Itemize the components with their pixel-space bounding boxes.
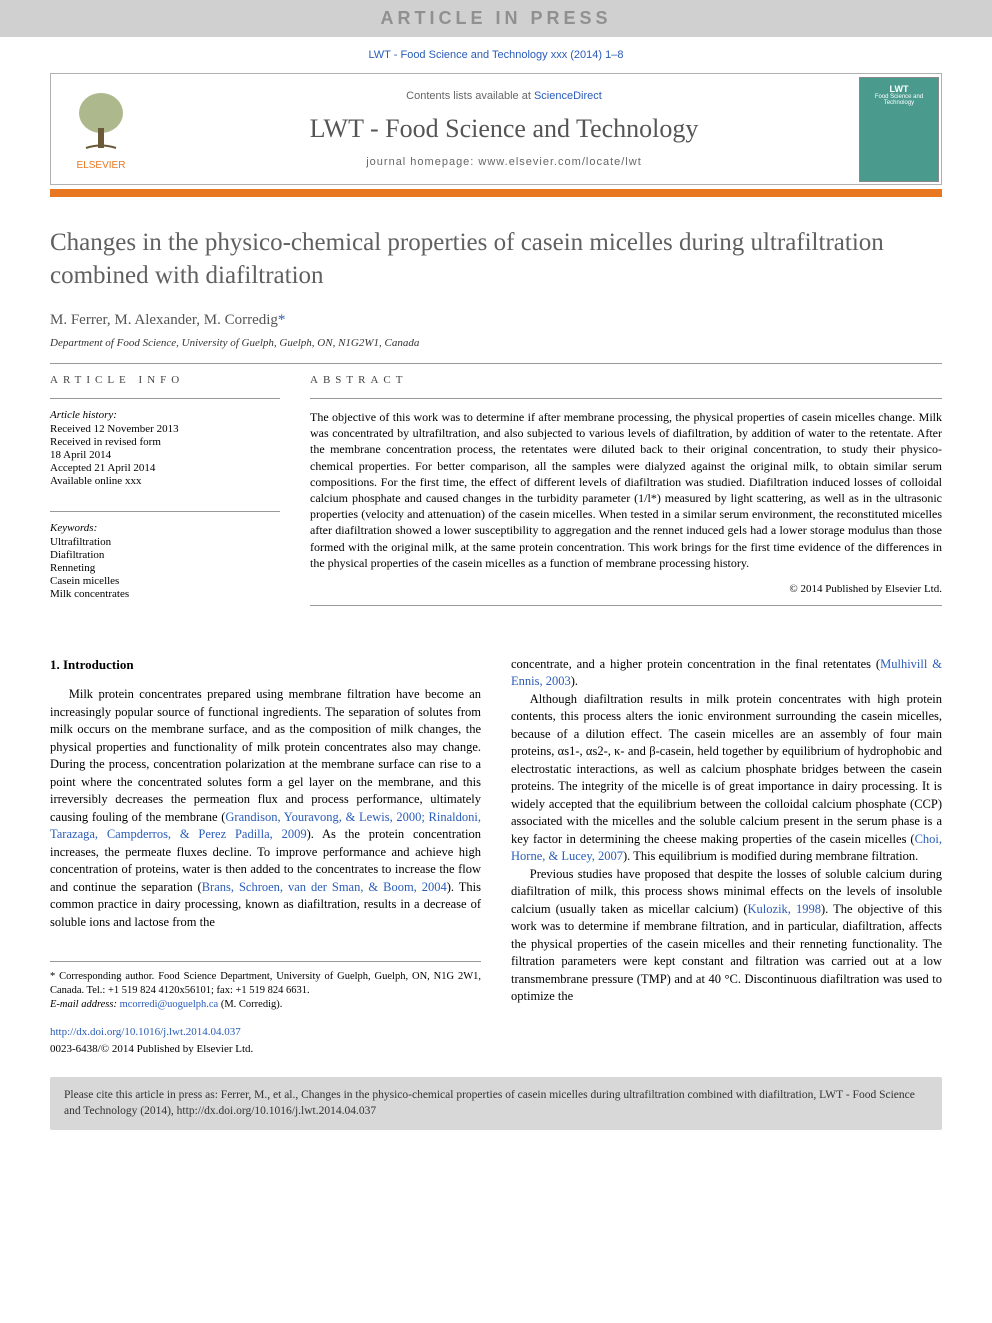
keyword: Diafiltration (50, 549, 280, 561)
citation-link[interactable]: Kulozik, 1998 (748, 902, 821, 916)
corresponding-author-marker: * (278, 312, 286, 328)
affiliation: Department of Food Science, University o… (50, 337, 942, 349)
authors: M. Ferrer, M. Alexander, M. Corredig* (50, 312, 942, 329)
divider (50, 363, 942, 364)
section-heading: 1. Introduction (50, 656, 481, 674)
citation-box: Please cite this article in press as: Fe… (50, 1077, 942, 1129)
article-history-label: Article history: (50, 409, 280, 421)
journal-homepage: journal homepage: www.elsevier.com/locat… (161, 156, 847, 168)
contents-available: Contents lists available at ScienceDirec… (161, 90, 847, 102)
homepage-url[interactable]: www.elsevier.com/locate/lwt (478, 156, 641, 168)
journal-cover-thumbnail: LWT Food Science and Technology (859, 77, 939, 182)
body-paragraph: Previous studies have proposed that desp… (511, 866, 942, 1006)
abstract-column: ABSTRACT The objective of this work was … (310, 374, 942, 616)
body-paragraph: Milk protein concentrates prepared using… (50, 686, 481, 931)
email-link[interactable]: mcorredi@uoguelph.ca (120, 999, 219, 1010)
citation-link[interactable]: Brans, Schroen, van der Sman, & Boom, 20… (202, 880, 447, 894)
abstract-heading: ABSTRACT (310, 374, 942, 386)
header-center: Contents lists available at ScienceDirec… (151, 80, 857, 178)
journal-header: ELSEVIER Contents lists available at Sci… (50, 73, 942, 185)
keyword: Milk concentrates (50, 588, 280, 600)
keywords-label: Keywords: (50, 522, 280, 534)
abstract-text: The objective of this work was to determ… (310, 409, 942, 571)
orange-divider-bar (50, 189, 942, 197)
body-paragraph: Although diafiltration results in milk p… (511, 691, 942, 866)
article-info-column: ARTICLE INFO Article history: Received 1… (50, 374, 280, 616)
elsevier-tree-icon (71, 88, 131, 158)
article-info-heading: ARTICLE INFO (50, 374, 280, 386)
journal-reference: LWT - Food Science and Technology xxx (2… (50, 49, 942, 61)
elsevier-name: ELSEVIER (77, 160, 126, 171)
body-column-left: 1. Introduction Milk protein concentrate… (50, 656, 481, 1057)
corresponding-author-footnote: * Corresponding author. Food Science Dep… (50, 961, 481, 1013)
abstract-copyright: © 2014 Published by Elsevier Ltd. (310, 583, 942, 595)
article-in-press-banner: ARTICLE IN PRESS (0, 0, 992, 37)
body-two-column: 1. Introduction Milk protein concentrate… (50, 656, 942, 1057)
keyword: Renneting (50, 562, 280, 574)
doi-link[interactable]: http://dx.doi.org/10.1016/j.lwt.2014.04.… (50, 1025, 481, 1040)
elsevier-logo: ELSEVIER (51, 74, 151, 184)
keyword: Casein micelles (50, 575, 280, 587)
issn-copyright: 0023-6438/© 2014 Published by Elsevier L… (50, 1042, 481, 1057)
journal-name: LWT - Food Science and Technology (161, 114, 847, 144)
sciencedirect-link[interactable]: ScienceDirect (534, 90, 602, 102)
body-column-right: concentrate, and a higher protein concen… (511, 656, 942, 1057)
body-paragraph: concentrate, and a higher protein concen… (511, 656, 942, 691)
keyword: Ultrafiltration (50, 536, 280, 548)
article-title: Changes in the physico-chemical properti… (50, 227, 942, 292)
